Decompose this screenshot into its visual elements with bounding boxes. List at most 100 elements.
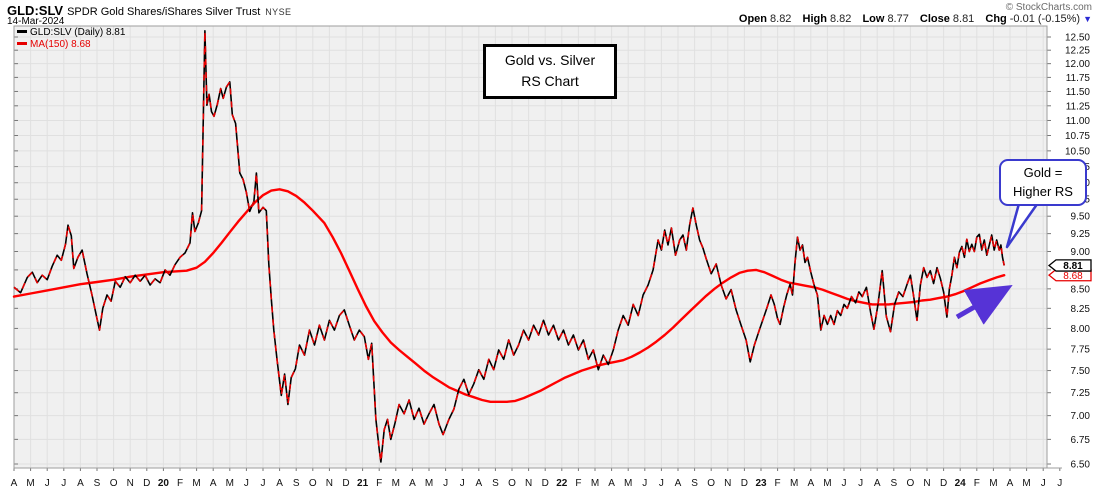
y-tick-label: 10.50 <box>1065 146 1090 157</box>
copyright: © StockCharts.com <box>1005 2 1092 13</box>
x-tick-label: A <box>1007 478 1014 489</box>
x-tick-label: J <box>443 478 448 489</box>
x-tick-label: J <box>858 478 863 489</box>
x-tick-label: A <box>210 478 217 489</box>
callout-annotation: Gold = Higher RS <box>999 159 1087 206</box>
x-tick-label: F <box>376 478 382 489</box>
x-tick-label: N <box>127 478 134 489</box>
x-tick-label: S <box>293 478 300 489</box>
x-tick-label: A <box>77 478 84 489</box>
x-tick-label: D <box>940 478 947 489</box>
x-tick-label: O <box>907 478 915 489</box>
x-tick-label: A <box>409 478 416 489</box>
high-label: High <box>802 13 827 25</box>
x-tick-label: F <box>974 478 980 489</box>
x-tick-label: D <box>542 478 549 489</box>
x-tick-label: N <box>525 478 532 489</box>
y-tick-label: 9.25 <box>1071 229 1091 240</box>
symbol: GLD:SLV <box>7 3 64 18</box>
x-tick-label: A <box>11 478 18 489</box>
y-tick-label: 11.75 <box>1066 73 1091 84</box>
price-tag-value: 8.81 <box>1063 261 1083 272</box>
close-label: Close <box>919 13 950 25</box>
x-tick-label: J <box>642 478 647 489</box>
chart-title-annotation: Gold vs. Silver RS Chart <box>483 44 617 99</box>
y-tick-label: 8.50 <box>1071 284 1091 295</box>
x-tick-label: 23 <box>755 478 767 489</box>
legend-ma-row: MA(150) 8.68 <box>17 39 125 51</box>
title-annotation-line2: RS Chart <box>521 73 579 89</box>
chart-legend: GLD:SLV (Daily) 8.81 MA(150) 8.68 <box>17 27 125 51</box>
x-tick-label: J <box>1057 478 1062 489</box>
y-tick-label: 9.50 <box>1071 212 1091 223</box>
x-tick-label: N <box>724 478 731 489</box>
chart-date: 14-Mar-2024 <box>7 16 65 27</box>
x-tick-label: J <box>45 478 50 489</box>
x-tick-label: 22 <box>556 478 568 489</box>
y-tick-label: 8.00 <box>1071 324 1091 335</box>
close-value: 8.81 <box>952 13 975 25</box>
x-tick-label: A <box>675 478 682 489</box>
x-tick-label: M <box>26 478 34 489</box>
ma-line-swatch-icon <box>17 41 27 45</box>
low-label: Low <box>862 13 885 25</box>
y-tick-label: 8.25 <box>1071 304 1091 315</box>
x-tick-label: F <box>575 478 581 489</box>
x-tick-label: M <box>790 478 798 489</box>
x-tick-label: 20 <box>158 478 170 489</box>
x-tick-label: A <box>608 478 615 489</box>
x-tick-label: J <box>659 478 664 489</box>
y-tick-label: 11.25 <box>1066 101 1091 112</box>
x-tick-label: M <box>192 478 200 489</box>
x-tick-label: O <box>707 478 715 489</box>
y-tick-label: 12.50 <box>1065 33 1090 44</box>
x-tick-label: M <box>226 478 234 489</box>
x-tick-label: M <box>823 478 831 489</box>
x-tick-label: S <box>890 478 897 489</box>
price-tag <box>1047 259 1092 272</box>
y-tick-label: 7.25 <box>1071 388 1091 399</box>
x-tick-label: J <box>244 478 249 489</box>
x-tick-label: F <box>177 478 183 489</box>
x-tick-label: O <box>110 478 118 489</box>
x-tick-label: S <box>691 478 698 489</box>
x-tick-label: A <box>475 478 482 489</box>
x-tick-label: A <box>807 478 814 489</box>
y-tick-label: 7.75 <box>1071 345 1091 356</box>
legend-price-row: GLD:SLV (Daily) 8.81 <box>17 27 125 39</box>
y-tick-label: 12.25 <box>1065 46 1090 57</box>
x-tick-label: A <box>874 478 881 489</box>
y-tick-label: 7.50 <box>1071 366 1091 377</box>
chg-dropdown-arrow-icon[interactable]: ▼ <box>1083 14 1092 24</box>
y-tick-label: 11.00 <box>1066 116 1091 127</box>
x-tick-label: N <box>923 478 930 489</box>
price-line <box>13 30 1005 463</box>
chg-value: -0.01 (-0.15%) <box>1009 13 1081 25</box>
x-tick-label: F <box>775 478 781 489</box>
x-tick-label: D <box>342 478 349 489</box>
x-tick-label: 24 <box>955 478 967 489</box>
x-tick-label: M <box>989 478 997 489</box>
exchange: NYSE <box>265 7 292 17</box>
x-tick-label: J <box>1041 478 1046 489</box>
price-tag-value: 8.68 <box>1063 271 1083 282</box>
open-label: Open <box>738 13 768 25</box>
high-value: 8.82 <box>829 13 852 25</box>
y-tick-label: 12.00 <box>1065 59 1090 70</box>
x-tick-label: D <box>741 478 748 489</box>
callout-line2: Higher RS <box>1013 184 1073 199</box>
x-tick-label: J <box>460 478 465 489</box>
y-tick-label: 11.50 <box>1066 87 1091 98</box>
x-tick-label: M <box>1022 478 1030 489</box>
y-tick-label: 7.00 <box>1071 411 1091 422</box>
symbol-description: SPDR Gold Shares/iShares Silver Trust <box>67 6 261 18</box>
x-tick-label: D <box>143 478 150 489</box>
title-annotation-line1: Gold vs. Silver <box>504 52 596 68</box>
y-tick-label: 9.00 <box>1071 247 1091 258</box>
low-value: 8.77 <box>887 13 909 25</box>
open-value: 8.82 <box>770 13 792 25</box>
x-tick-label: S <box>94 478 101 489</box>
y-tick-label: 10.75 <box>1065 131 1090 142</box>
